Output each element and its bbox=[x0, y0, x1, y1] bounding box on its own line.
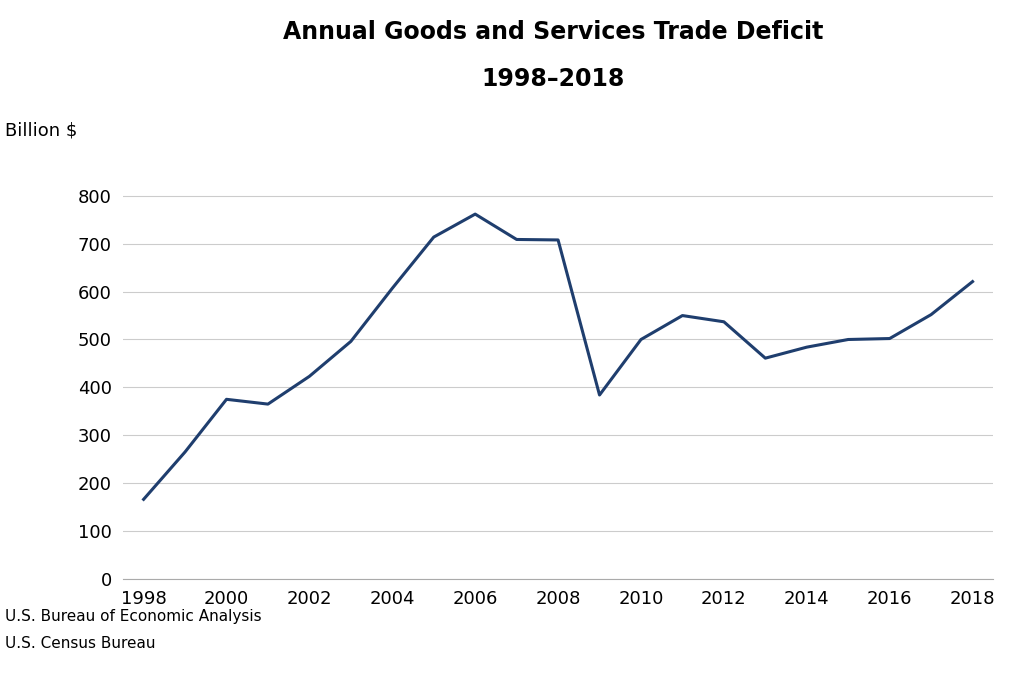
Text: U.S. Census Bureau: U.S. Census Bureau bbox=[5, 636, 156, 651]
Text: Annual Goods and Services Trade Deficit: Annual Goods and Services Trade Deficit bbox=[283, 20, 823, 44]
Text: 1998–2018: 1998–2018 bbox=[481, 67, 625, 92]
Text: U.S. Bureau of Economic Analysis: U.S. Bureau of Economic Analysis bbox=[5, 609, 262, 624]
Text: Billion $: Billion $ bbox=[5, 121, 78, 139]
